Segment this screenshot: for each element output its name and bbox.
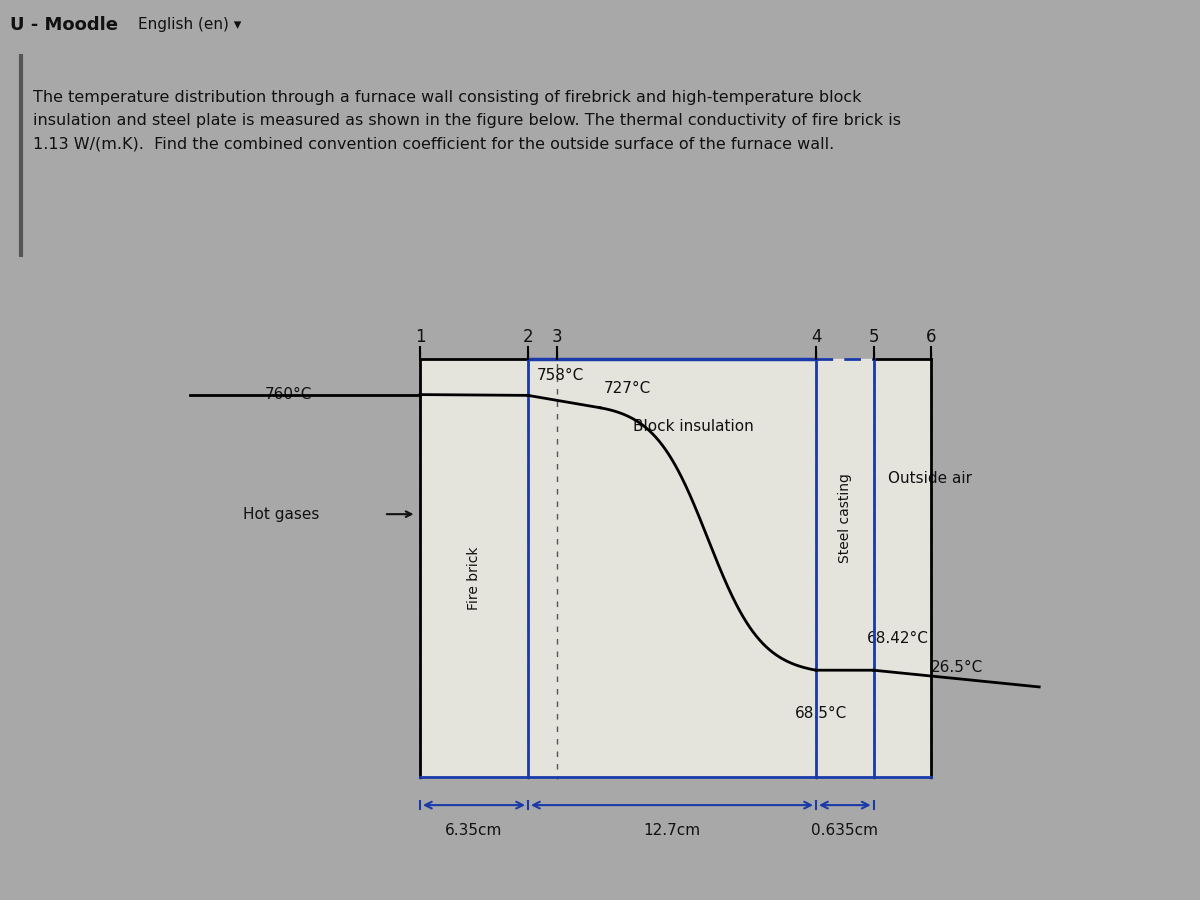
Text: 6.35cm: 6.35cm — [445, 823, 503, 838]
Text: Outside air: Outside air — [888, 471, 972, 486]
Text: 758°C: 758°C — [536, 368, 584, 383]
Text: English (en) ▾: English (en) ▾ — [138, 17, 241, 32]
Text: 0.635cm: 0.635cm — [811, 823, 878, 838]
Text: 68.5°C: 68.5°C — [794, 706, 847, 721]
Text: U - Moodle: U - Moodle — [10, 15, 118, 33]
Text: 1: 1 — [415, 328, 425, 346]
Text: 760°C: 760°C — [265, 387, 312, 402]
Text: The temperature distribution through a furnace wall consisting of firebrick and : The temperature distribution through a f… — [32, 91, 901, 151]
Text: 4: 4 — [811, 328, 821, 346]
Text: 68.42°C: 68.42°C — [866, 631, 929, 646]
Text: 12.7cm: 12.7cm — [643, 823, 701, 838]
Text: 5: 5 — [869, 328, 878, 346]
Text: 727°C: 727°C — [604, 381, 650, 396]
Text: Hot gases: Hot gases — [242, 507, 319, 522]
Text: 2: 2 — [523, 328, 533, 346]
Text: 6: 6 — [926, 328, 936, 346]
Text: Steel casting: Steel casting — [838, 473, 852, 563]
Text: 3: 3 — [552, 328, 562, 346]
Text: Fire brick: Fire brick — [467, 546, 481, 609]
Text: 26.5°C: 26.5°C — [931, 660, 984, 675]
Text: Block insulation: Block insulation — [634, 419, 754, 434]
